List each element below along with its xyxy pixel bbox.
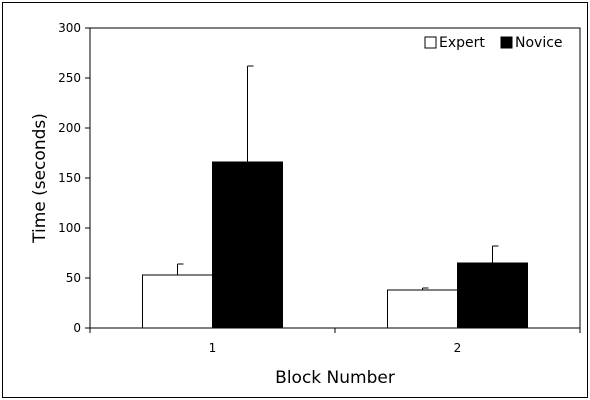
y-tick-label: 50 <box>66 271 81 285</box>
legend-label-novice: Novice <box>515 35 563 51</box>
legend-label-expert: Expert <box>439 35 485 51</box>
y-tick-label: 250 <box>58 71 81 85</box>
legend: Expert Novice <box>424 35 563 51</box>
y-axis: 0 50 100 150 200 250 300 <box>58 21 90 335</box>
y-tick-label: 150 <box>58 171 81 185</box>
y-tick-label: 300 <box>58 21 81 35</box>
bar-expert-1 <box>142 274 213 329</box>
y-tick-label: 200 <box>58 121 81 135</box>
bars-group <box>142 161 528 329</box>
x-axis-title: Block Number <box>275 368 395 388</box>
legend-swatch-expert <box>424 36 437 49</box>
bar-expert-2 <box>387 289 458 329</box>
x-tick-label: 2 <box>454 341 462 355</box>
y-tick-label: 0 <box>73 321 81 335</box>
error-bars-group <box>177 65 499 290</box>
bar-novice-2 <box>457 262 528 329</box>
y-tick-label: 100 <box>58 221 81 235</box>
y-axis-title: Time (seconds) <box>30 113 50 244</box>
bar-novice-1 <box>212 161 283 329</box>
legend-swatch-novice <box>500 36 513 49</box>
x-tick-label: 1 <box>209 341 217 355</box>
